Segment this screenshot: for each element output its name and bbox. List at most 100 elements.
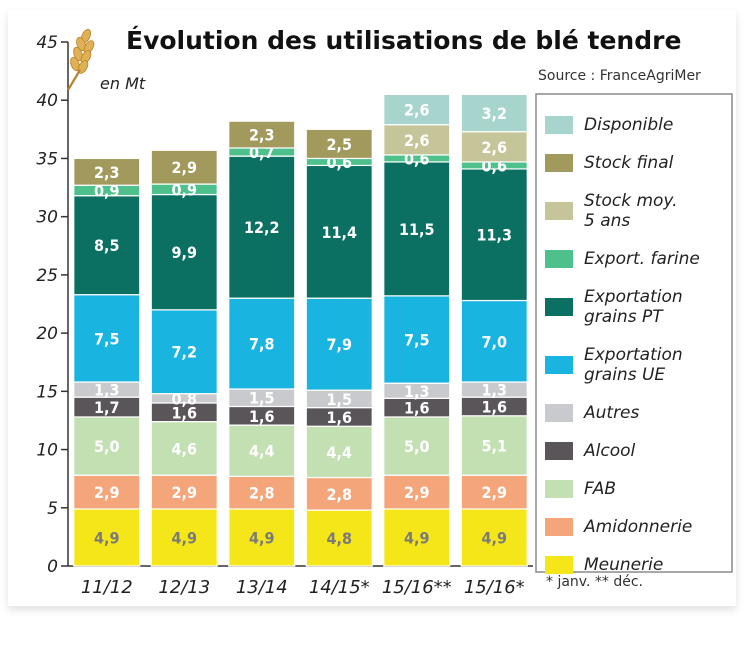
data-label: 2,9 (172, 158, 198, 177)
data-label: 4,4 (249, 442, 275, 461)
data-label: 5,1 (482, 436, 508, 455)
bar-segment (305, 128, 373, 160)
x-tick-label: 15/16** (382, 577, 452, 598)
data-label: 7,5 (94, 329, 120, 348)
data-label: 2,9 (404, 483, 430, 502)
bar-segment (73, 157, 141, 186)
data-label: 1,3 (482, 381, 508, 400)
bar-segment (305, 297, 373, 391)
bar-segment (383, 124, 451, 156)
bars-group: 4,92,95,01,71,37,58,50,92,34,92,94,61,60… (73, 93, 528, 567)
bar-segment (305, 164, 373, 299)
y-axis: 0 5 10 15 20 25 30 35 40 45 (36, 33, 533, 577)
data-label: 11,3 (476, 226, 512, 245)
data-label: 11,4 (321, 223, 357, 242)
data-label: 4,9 (172, 528, 198, 547)
data-label: 4,4 (327, 443, 353, 462)
data-label: 4,9 (94, 528, 120, 547)
data-label: 2,6 (404, 101, 430, 120)
x-tick-label: 13/14 (236, 577, 288, 598)
legend-swatch (545, 442, 573, 460)
data-label: 2,5 (327, 135, 353, 154)
legend-label: Exportation grains UE (584, 345, 683, 385)
x-tick-label: 15/16* (464, 577, 525, 598)
bar-segment (460, 168, 528, 302)
data-label: 9,9 (172, 243, 198, 262)
bar-segment (73, 416, 141, 476)
source-label: Source : FranceAgriMer (538, 68, 701, 84)
x-tick-label: 14/15* (309, 577, 370, 598)
legend-label: Meunerie (584, 555, 663, 575)
legend: Disponible Stock final Stock moy. 5 ans Expo… (535, 93, 733, 575)
data-label: 4,9 (482, 528, 508, 547)
legend-label: Autres (583, 403, 640, 423)
chart-title: Évolution des utilisations de blé tendre (126, 26, 682, 55)
data-label: 5,0 (94, 437, 120, 456)
legend-swatch (545, 116, 573, 134)
legend-label: Amidonnerie (583, 517, 692, 537)
legend-swatch (545, 518, 573, 536)
data-label: 7,9 (327, 335, 353, 354)
bar-segment (228, 155, 296, 299)
legend-label: Exportation grains PT (584, 287, 683, 327)
data-label: 7,5 (404, 331, 430, 350)
data-label: 1,3 (404, 382, 430, 401)
data-label: 1,6 (249, 407, 275, 426)
bar-segment (383, 474, 451, 510)
y-tick-label: 5 (47, 499, 58, 519)
data-label: 2,9 (94, 483, 120, 502)
legend-label: Export. farine (584, 249, 700, 269)
data-label: 1,3 (94, 381, 120, 400)
bar-segment (383, 508, 451, 567)
data-label: 0,9 (94, 181, 120, 200)
legend-label: Stock final (584, 153, 674, 173)
data-label: 2,8 (249, 484, 275, 503)
data-label: 2,6 (404, 131, 430, 150)
y-tick-label: 20 (36, 324, 58, 344)
legend-label: Disponible (584, 115, 673, 135)
data-label: 7,0 (482, 332, 508, 351)
data-label: 12,2 (244, 218, 280, 237)
bar-segment (228, 297, 296, 390)
data-label: 4,8 (327, 529, 353, 548)
x-tick-label: 11/12 (81, 577, 133, 598)
y-tick-label: 10 (36, 441, 58, 461)
bar-segment (460, 508, 528, 567)
bar-segment (150, 309, 218, 395)
bar-segment (460, 299, 528, 383)
legend-swatch (545, 154, 573, 172)
bar-segment (228, 424, 296, 477)
y-tick-label: 45 (36, 33, 58, 53)
bar-segment (383, 93, 451, 126)
data-label: 5,0 (404, 437, 430, 456)
data-label: 11,5 (399, 220, 435, 239)
data-label: 2,3 (249, 126, 275, 145)
data-label: 2,3 (94, 163, 120, 182)
y-tick-label: 0 (47, 557, 58, 577)
legend-swatch (545, 356, 573, 374)
bar-segment (228, 508, 296, 567)
bar-segment (383, 416, 451, 476)
data-label: 2,6 (482, 138, 508, 157)
data-label: 1,6 (327, 408, 353, 427)
data-label: 4,9 (404, 528, 430, 547)
data-label: 1,7 (94, 398, 120, 417)
data-label: 7,2 (172, 343, 198, 362)
bar-segment (228, 475, 296, 510)
bar-segment (73, 294, 141, 383)
legend-swatch (545, 480, 573, 498)
x-axis-labels: 11/12 12/13 13/14 14/15* 15/16** 15/16* (81, 577, 525, 598)
legend-swatch (545, 250, 573, 268)
y-tick-label: 40 (36, 91, 58, 111)
y-tick-label: 35 (36, 149, 58, 169)
data-label: 1,5 (249, 389, 275, 408)
y-tick-label: 30 (36, 208, 58, 228)
y-tick-label: 15 (36, 382, 58, 402)
bar-segment (73, 508, 141, 567)
legend-label: FAB (584, 479, 616, 499)
legend-swatch (545, 556, 573, 574)
y-tick-label: 25 (36, 266, 58, 286)
data-label: 8,5 (94, 236, 120, 255)
x-tick-label: 12/13 (158, 577, 210, 598)
